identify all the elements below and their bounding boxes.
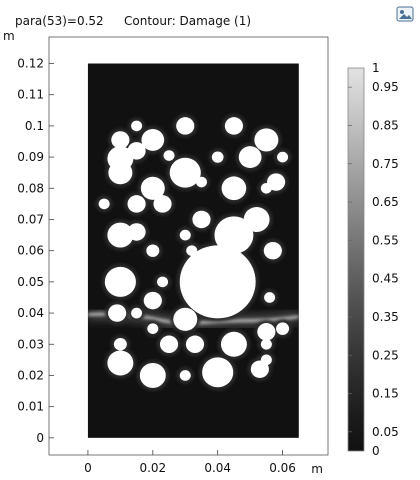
inclusion-45: [185, 335, 205, 353]
colorbar-label: 0.25: [372, 348, 399, 362]
inclusion-36: [264, 292, 276, 303]
parameter-label: para(53)=0.52: [15, 14, 104, 28]
inclusions: [98, 117, 290, 388]
y-tick-label: 0.03: [17, 337, 44, 351]
inclusion-5: [141, 129, 165, 151]
y-tick-label: 0.02: [17, 368, 44, 382]
inclusion-40: [147, 323, 159, 334]
inclusion-16: [140, 176, 165, 200]
colorbar-label: 1: [372, 61, 380, 75]
inclusion-26: [127, 223, 146, 241]
inclusion-37: [108, 304, 127, 322]
inclusion-1: [131, 120, 143, 132]
inclusion-52: [250, 360, 269, 378]
y-tick-label: 0.04: [17, 306, 44, 320]
inclusion-33: [157, 276, 169, 288]
colorbar-label: 0.75: [372, 157, 399, 171]
inclusion-11: [238, 146, 262, 169]
inclusion-22: [153, 195, 172, 213]
colorbar-label: 0.45: [372, 272, 399, 286]
plot-area: [87, 63, 299, 438]
inclusion-21: [127, 195, 146, 213]
x-tick-label: 0.06: [269, 461, 296, 475]
y-tick-label: 0.01: [17, 400, 44, 414]
axes-frame: [48, 36, 329, 456]
inclusion-15: [195, 176, 207, 188]
inclusion-23: [192, 210, 211, 229]
inclusion-25: [107, 222, 134, 248]
inclusion-46: [220, 331, 247, 357]
inclusion-4: [111, 131, 130, 149]
inclusion-32: [104, 266, 136, 297]
colorbar-label: 0.95: [372, 80, 399, 94]
colorbar-label: 0.85: [372, 118, 399, 132]
inclusion-6: [254, 128, 279, 152]
inclusion-34: [179, 245, 256, 319]
y-tick-label: 0.08: [17, 181, 44, 195]
colorbar-label: 0.05: [372, 425, 399, 439]
y-tick-label: 0.05: [17, 275, 44, 289]
inclusion-19: [267, 173, 286, 191]
inclusion-27: [179, 229, 191, 241]
inclusion-2: [176, 117, 195, 135]
inclusion-31: [263, 241, 282, 260]
inclusion-29: [146, 244, 160, 257]
y-tick-label: 0.11: [17, 88, 44, 102]
inclusion-44: [159, 335, 179, 353]
x-tick-label: 0.02: [139, 461, 166, 475]
inclusion-39: [173, 307, 198, 331]
axes: 0 0.02 0.04 0.06 0 0.01 0.02 0.03 0.04 0.05 0.06 0.…: [3, 29, 323, 476]
inclusion-9: [211, 151, 224, 163]
inclusion-51: [202, 357, 234, 388]
inclusion-17: [221, 176, 247, 201]
inclusion-47: [260, 338, 272, 350]
inclusion-48: [107, 350, 134, 376]
y-tick-label: 0.06: [17, 244, 44, 258]
y-tick-label: 0.09: [17, 150, 44, 164]
x-axis-label: m: [311, 462, 323, 476]
inclusion-42: [276, 322, 290, 335]
x-tick-label: 0: [84, 461, 92, 475]
inclusion-8: [163, 150, 175, 161]
inclusion-41: [257, 323, 276, 341]
colorbar-label: 0.15: [372, 387, 399, 401]
plot-title: Contour: Damage (1): [124, 14, 252, 28]
y-tick-label: 0.12: [17, 57, 44, 71]
y-tick-label: 0.07: [17, 212, 44, 226]
inclusion-35: [143, 291, 162, 310]
inclusion-49: [139, 362, 166, 388]
colorbar-label: 0.35: [372, 310, 399, 324]
inclusion-20: [98, 198, 110, 210]
inclusion-14: [169, 157, 201, 188]
inclusion-53: [260, 354, 272, 366]
inclusion-12: [277, 151, 289, 163]
inclusion-38: [131, 307, 143, 319]
y-axis-label: m: [3, 29, 15, 43]
x-tick-label: 0.04: [204, 461, 231, 475]
inclusion-50: [179, 370, 191, 381]
y-tick-label: 0: [36, 431, 44, 445]
y-tick-label: 0.1: [25, 119, 44, 133]
export-image-icon[interactable]: [396, 6, 414, 22]
inclusion-28: [214, 216, 254, 254]
inclusion-3: [224, 117, 244, 135]
inclusion-43: [113, 338, 127, 351]
inclusion-13: [108, 161, 133, 185]
colorbar-label: 0.65: [372, 195, 399, 209]
colorbar-label: 0.55: [372, 233, 399, 247]
colorbar: 1 0.95 0.85 0.75 0.65 0.55 0.45 0.35 0.25 0.15 0.0…: [347, 61, 399, 458]
colorbar-label: 0: [372, 444, 380, 458]
